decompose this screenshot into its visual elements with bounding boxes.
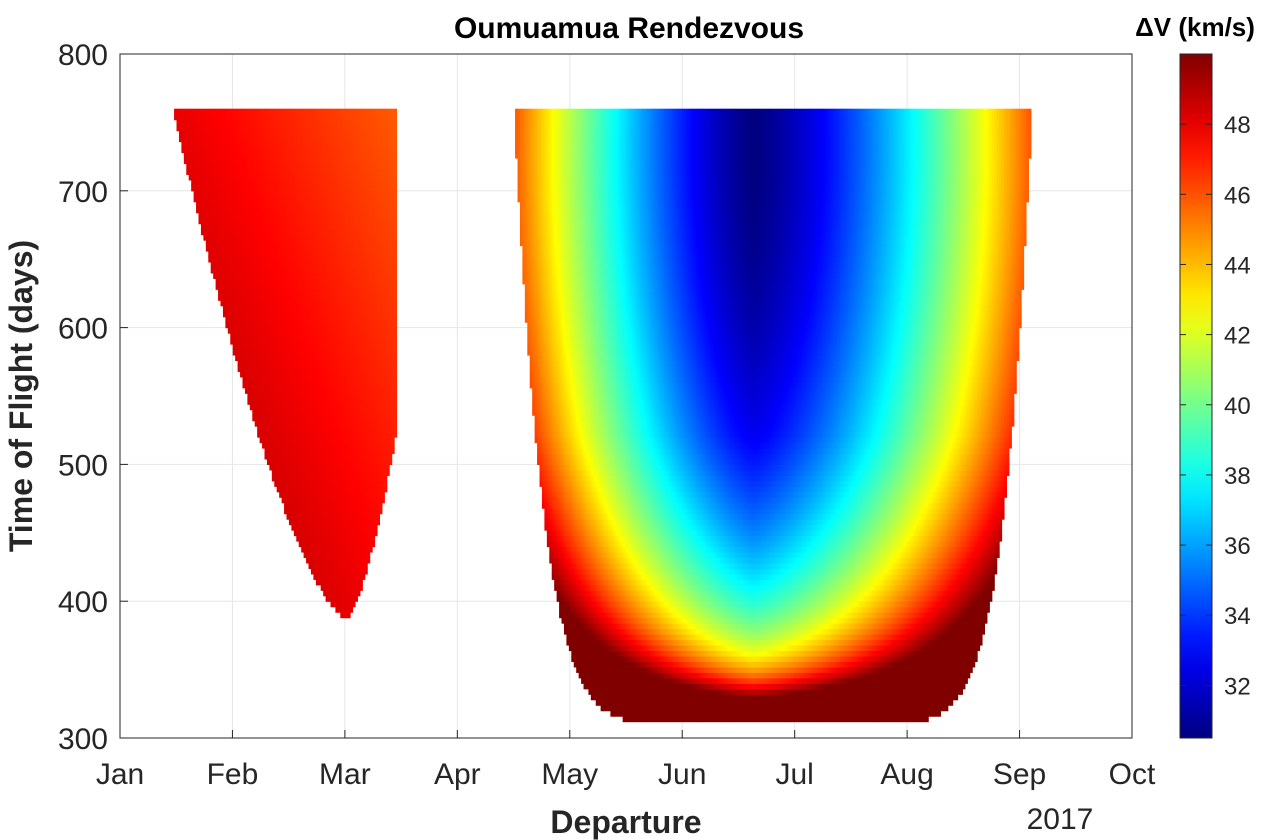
heatmap-cell (348, 612, 351, 618)
heatmap-cell (353, 601, 356, 607)
heatmap-cell (370, 546, 373, 552)
heatmap-cell (365, 568, 368, 574)
heatmap-cell (355, 596, 358, 602)
heatmap-cell (360, 579, 363, 585)
heatmap-cell (362, 574, 365, 580)
heatmap-cell (357, 590, 360, 596)
heatmap-cell (360, 585, 363, 591)
heatmap-cell (372, 536, 375, 542)
heatmap-cell (375, 530, 378, 536)
heatmap-cell (372, 541, 375, 547)
heatmap-cell (375, 525, 378, 531)
heatmap-cell (350, 607, 353, 613)
heatmap-cell (367, 552, 370, 558)
heatmap-cell (365, 563, 368, 569)
heatmap-cell (367, 557, 370, 563)
